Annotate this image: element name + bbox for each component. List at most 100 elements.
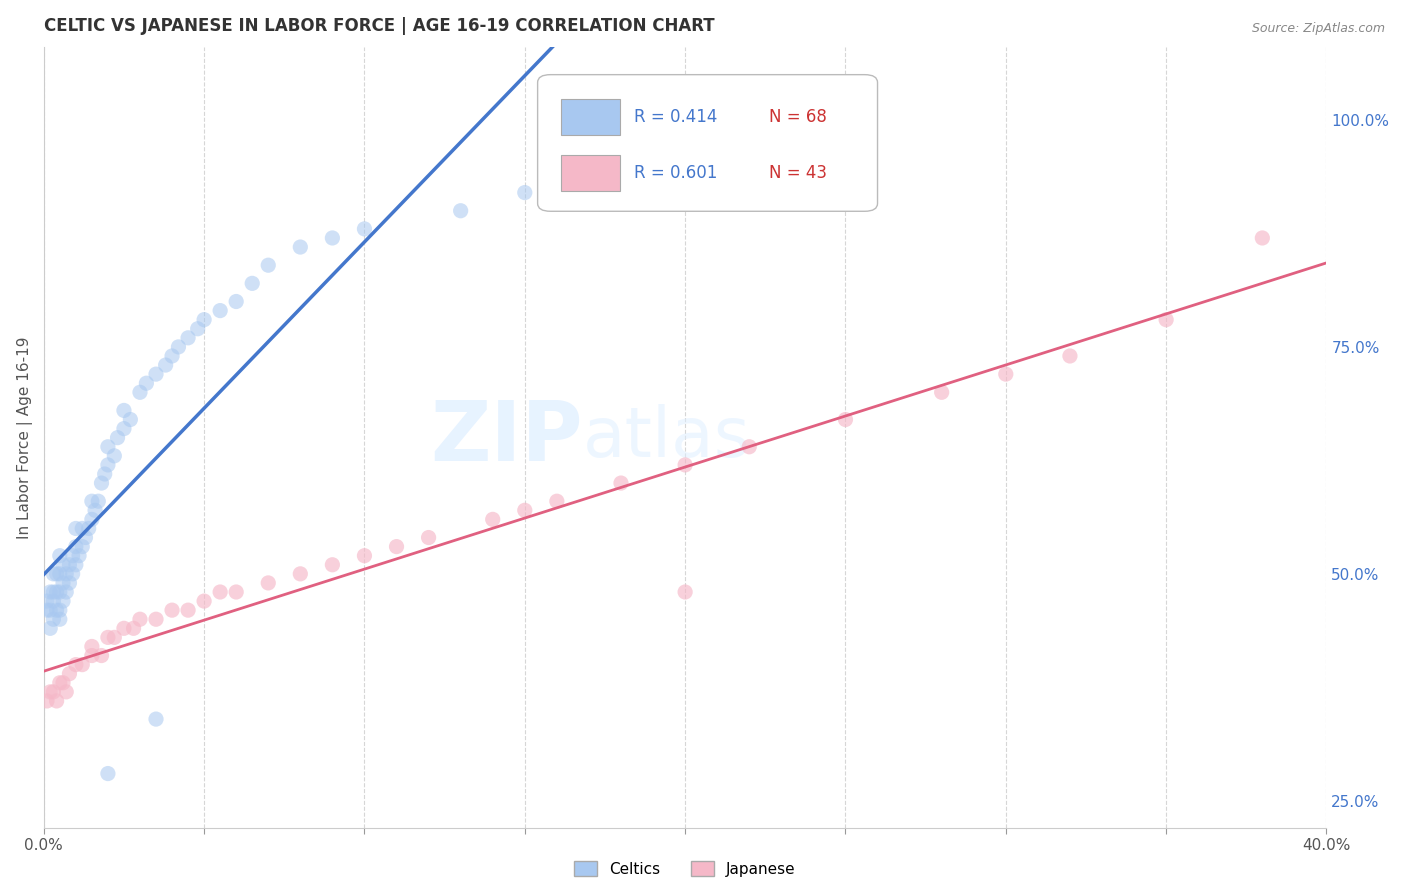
Point	[418, 531, 440, 545]
Point	[39, 603, 62, 617]
Point	[42, 594, 65, 608]
Point	[129, 385, 152, 400]
Text: N = 68: N = 68	[769, 108, 827, 126]
Point	[177, 603, 200, 617]
Point	[90, 648, 112, 663]
Point	[80, 648, 103, 663]
Point	[546, 494, 568, 508]
Text: N = 43: N = 43	[769, 164, 827, 182]
Point	[55, 685, 77, 699]
Text: R = 0.601: R = 0.601	[634, 164, 717, 182]
Point	[49, 612, 72, 626]
Point	[80, 512, 103, 526]
Point	[103, 449, 125, 463]
Text: atlas: atlas	[582, 404, 751, 471]
Point	[52, 594, 75, 608]
Point	[112, 621, 135, 635]
Point	[610, 476, 633, 491]
Point	[45, 694, 67, 708]
Point	[673, 585, 696, 599]
Point	[62, 566, 84, 581]
Point	[1059, 349, 1081, 363]
Point	[80, 494, 103, 508]
Point	[49, 603, 72, 617]
Point	[160, 349, 183, 363]
Point	[58, 666, 80, 681]
Text: ZIP: ZIP	[430, 397, 582, 478]
Point	[52, 675, 75, 690]
Point	[97, 766, 120, 780]
Point	[240, 277, 263, 291]
Point	[49, 549, 72, 563]
Point	[112, 421, 135, 435]
Point	[160, 603, 183, 617]
Point	[72, 521, 94, 535]
Y-axis label: In Labor Force | Age 16-19: In Labor Force | Age 16-19	[17, 336, 32, 539]
Point	[321, 231, 343, 245]
Point	[385, 540, 408, 554]
Point	[39, 585, 62, 599]
Point	[65, 540, 87, 554]
Point	[90, 476, 112, 491]
Point	[225, 585, 247, 599]
Point	[42, 585, 65, 599]
Point	[193, 594, 215, 608]
Point	[135, 376, 157, 391]
Point	[155, 358, 177, 372]
Point	[49, 566, 72, 581]
Point	[45, 603, 67, 617]
Point	[45, 566, 67, 581]
FancyBboxPatch shape	[561, 99, 620, 135]
Point	[45, 585, 67, 599]
Point	[481, 512, 503, 526]
Point	[513, 186, 536, 200]
Point	[209, 585, 232, 599]
Point	[65, 558, 87, 572]
Point	[187, 322, 209, 336]
Point	[112, 403, 135, 417]
Text: CELTIC VS JAPANESE IN LABOR FORCE | AGE 16-19 CORRELATION CHART: CELTIC VS JAPANESE IN LABOR FORCE | AGE …	[44, 17, 714, 35]
Point	[77, 521, 100, 535]
Point	[177, 331, 200, 345]
Point	[35, 594, 58, 608]
Point	[513, 503, 536, 517]
Point	[450, 203, 472, 218]
Point	[1251, 231, 1274, 245]
Point	[72, 540, 94, 554]
Point	[97, 458, 120, 472]
Point	[58, 576, 80, 591]
Legend: Celtics, Japanese: Celtics, Japanese	[568, 855, 801, 883]
Point	[49, 675, 72, 690]
Point	[65, 657, 87, 672]
Point	[145, 367, 167, 381]
Point	[145, 612, 167, 626]
Point	[39, 621, 62, 635]
Point	[290, 566, 312, 581]
Point	[145, 712, 167, 726]
Point	[167, 340, 190, 354]
Point	[67, 549, 90, 563]
Point	[738, 440, 761, 454]
FancyBboxPatch shape	[561, 155, 620, 191]
Point	[93, 467, 115, 481]
Point	[97, 440, 120, 454]
Point	[55, 585, 77, 599]
Point	[321, 558, 343, 572]
Point	[84, 503, 107, 517]
Point	[52, 558, 75, 572]
Point	[129, 612, 152, 626]
Point	[257, 576, 280, 591]
Point	[52, 576, 75, 591]
FancyBboxPatch shape	[537, 75, 877, 211]
Point	[80, 640, 103, 654]
Point	[209, 303, 232, 318]
Point	[1154, 312, 1177, 326]
Point	[994, 367, 1017, 381]
Text: R = 0.414: R = 0.414	[634, 108, 717, 126]
Point	[49, 585, 72, 599]
Point	[35, 694, 58, 708]
Point	[65, 521, 87, 535]
Point	[72, 657, 94, 672]
Point	[97, 631, 120, 645]
Point	[62, 549, 84, 563]
